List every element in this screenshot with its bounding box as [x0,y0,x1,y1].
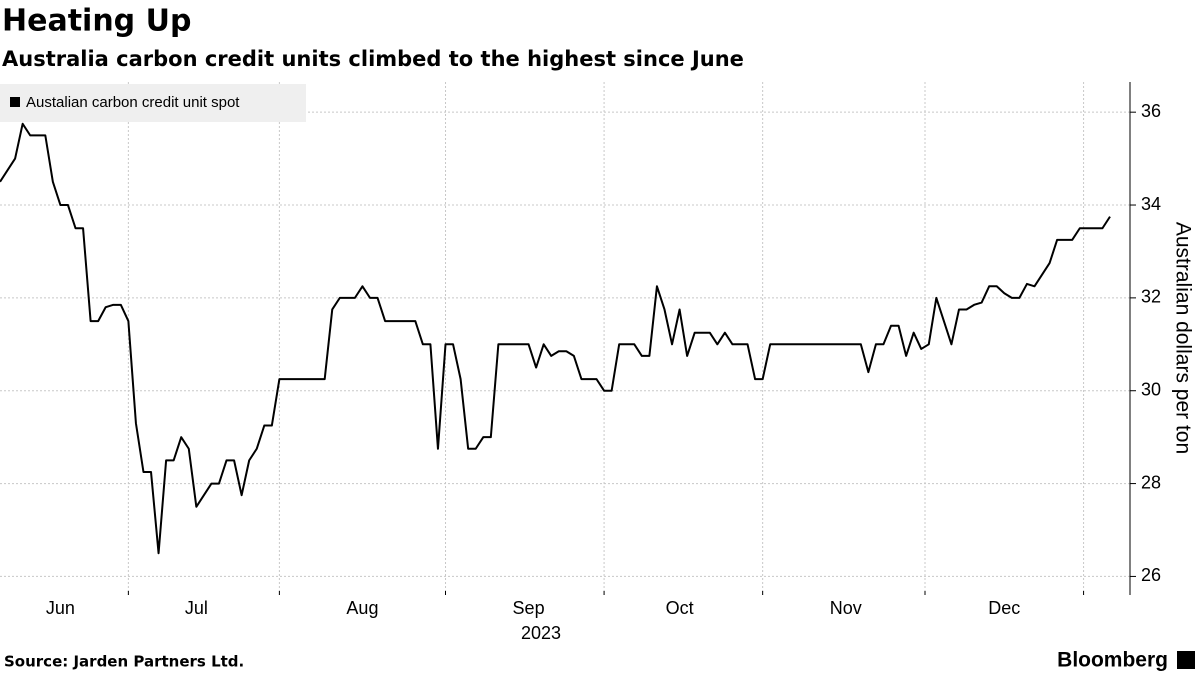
x-tick-label: Dec [988,598,1020,618]
x-tick-label: Oct [666,598,694,618]
chart-title: Heating Up [2,4,191,39]
x-tick-label: Nov [830,598,862,618]
series-line [0,122,1111,555]
x-tick-label: Sep [513,598,545,618]
legend: Austalian carbon credit unit spot [0,84,306,122]
y-tick-label: 28 [1141,472,1161,492]
y-axis-label: Australian dollars per ton [1171,222,1194,454]
x-tick-label: Jul [185,598,208,618]
year-label: 2023 [521,623,561,643]
y-tick-label: 36 [1141,101,1161,121]
legend-label: Austalian carbon credit unit spot [26,94,240,111]
chart-subtitle: Australia carbon credit units climbed to… [2,47,744,71]
source: Source: Jarden Partners Ltd. [4,653,244,671]
brand: Bloomberg [1057,649,1168,672]
legend-swatch [10,97,20,107]
x-tick-label: Aug [346,598,378,618]
y-tick-label: 34 [1141,194,1161,214]
legend-background [0,84,306,122]
x-tick-label: Jun [46,598,75,618]
axis-label-group: Australian dollars per ton [1171,222,1194,454]
y-tick-label: 30 [1141,379,1161,399]
y-tick-label: 26 [1141,565,1161,585]
brand-icon [1177,651,1195,669]
y-tick-label: 32 [1141,287,1161,307]
